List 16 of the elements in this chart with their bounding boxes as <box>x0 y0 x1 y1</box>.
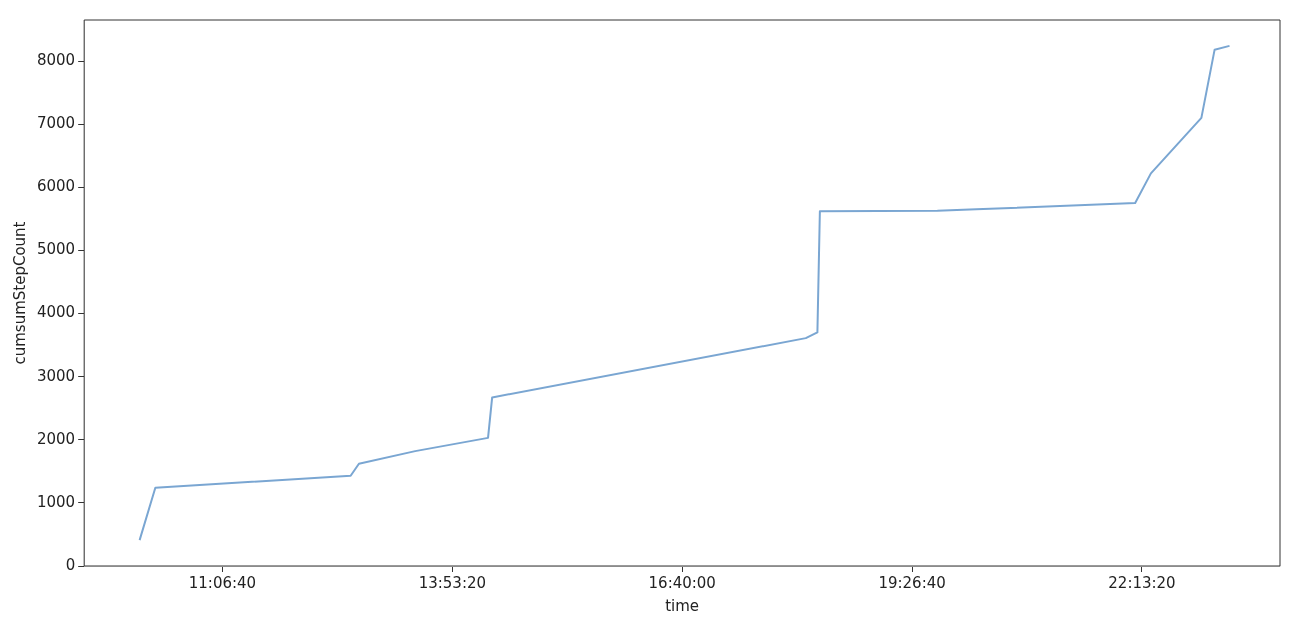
y-tick-label: 8000 <box>36 50 76 69</box>
x-tick-label: 13:53:20 <box>418 573 487 592</box>
y-tick-label: 3000 <box>36 366 76 385</box>
x-tick-label: 11:06:40 <box>188 573 257 592</box>
x-tick-label: 22:13:20 <box>1108 573 1176 592</box>
y-tick-label: 0 <box>65 555 76 574</box>
x-axis-title: time <box>665 596 700 615</box>
x-tick-label: 19:26:40 <box>878 573 946 592</box>
y-tick-label: 6000 <box>36 177 76 196</box>
y-tick-label: 1000 <box>36 492 76 511</box>
x-tick-label: 16:40:00 <box>648 573 716 592</box>
y-tick-label: 4000 <box>36 303 76 322</box>
y-tick-label: 7000 <box>36 114 76 133</box>
y-axis-title: cumsumStepCount <box>10 221 29 365</box>
y-tick-label: 2000 <box>36 429 76 448</box>
y-tick-label: 5000 <box>36 240 76 259</box>
